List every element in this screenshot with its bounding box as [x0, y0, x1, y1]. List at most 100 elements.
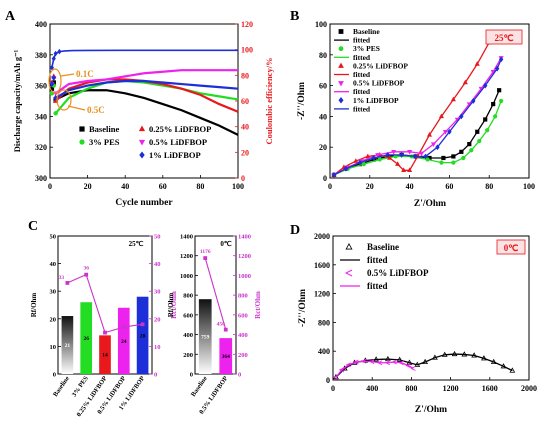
data-point-b	[485, 128, 490, 133]
plot-frame-b	[329, 23, 530, 179]
y-tick-label-a: 300	[35, 174, 47, 183]
ce-point-a	[57, 48, 62, 55]
data-point-d	[422, 358, 428, 365]
data-point-b	[499, 98, 504, 104]
legend-label-b: fitted	[353, 53, 371, 62]
legend-marker-b	[338, 97, 344, 104]
bar-c	[198, 299, 212, 374]
data-point-d	[384, 360, 391, 366]
y-tick-label-c: 0	[190, 372, 193, 379]
series-line-a	[54, 79, 239, 115]
y2-tick-label-c: 40	[154, 261, 161, 268]
data-point-b	[391, 150, 397, 155]
first-cycle-point-a	[49, 81, 55, 88]
y2-tick-label-a: 0	[241, 174, 245, 183]
rct-value-label-c: 450	[217, 322, 226, 328]
legend-label-b: fitted	[353, 87, 371, 96]
y-axis-label-d: -Z''/Ohm	[298, 289, 308, 327]
y-tick-label-c: 1200	[180, 253, 193, 260]
data-point-d	[481, 355, 487, 361]
bar-value-label-c: 759	[201, 335, 210, 341]
rct-point-c	[65, 281, 70, 285]
series-line-a	[55, 79, 239, 99]
data-point-d	[451, 350, 458, 357]
rct-point-c	[84, 272, 89, 277]
data-point-b	[462, 79, 468, 85]
data-point-b	[442, 130, 448, 135]
data-point-d	[490, 358, 497, 365]
y-axis-label-c: Rf/Ohm	[167, 293, 175, 318]
y-tick-label-a: 340	[35, 112, 47, 121]
x-axis-label-b: Z'/Ohm	[414, 199, 446, 209]
bar-c	[219, 338, 233, 374]
data-point-b	[471, 98, 476, 104]
y-tick-label-c: 1400	[180, 234, 193, 241]
y-tick-label-c: 0	[53, 372, 56, 379]
y-ticks-a: 300 320 340 360 380 400	[35, 20, 53, 183]
data-point-d	[471, 352, 477, 358]
ce-point-a	[49, 64, 54, 71]
data-point-d	[509, 367, 516, 373]
fitted-line-b	[333, 42, 490, 176]
y-tick-label-b: 80	[319, 51, 327, 60]
data-point-b	[343, 165, 349, 172]
legend-label-a: 0.25% LiDFBOP	[149, 124, 211, 134]
data-point-d	[391, 359, 397, 365]
x-tick-label-d: 800	[405, 384, 417, 393]
annotations-a: 0.1C 0.5C	[48, 68, 105, 115]
bar-value-label-c: 26	[83, 336, 89, 342]
series-group-a	[49, 48, 239, 136]
temperature-label-b: 25℃	[494, 33, 513, 43]
x-tick-label-d: 2000	[521, 384, 537, 393]
data-point-b	[426, 132, 433, 137]
panel-d: D 0 400 800 1200 1600 2000 0 400 800 1200 1600 200…	[290, 223, 537, 415]
legend-label-d: Baseline	[367, 242, 399, 252]
legend-marker-b	[338, 62, 344, 68]
ce-point-a	[51, 55, 56, 62]
legend-marker-a	[138, 139, 146, 146]
y2-tick-label-c: 600	[238, 312, 248, 319]
legend-marker-d	[345, 243, 353, 250]
y2-tick-label-c: 1200	[238, 253, 251, 260]
data-point-b	[353, 158, 359, 163]
x-ticks-d: 0 400 800 1200 1600 2000	[331, 377, 537, 393]
data-point-b	[493, 114, 498, 119]
legend-label-b: 3% PES	[353, 44, 380, 53]
rct-point-c	[103, 330, 107, 335]
bar-c	[117, 307, 130, 374]
x-tick-label-a: 80	[196, 182, 204, 191]
data-point-d	[500, 363, 507, 369]
data-point-d	[369, 359, 375, 365]
data-point-b	[459, 113, 464, 120]
data-point-d	[373, 356, 379, 362]
data-point-b	[474, 61, 480, 66]
data-point-b	[377, 157, 382, 162]
data-point-d	[345, 362, 351, 368]
legend-marker-a	[79, 139, 85, 145]
y2-tick-label-c: 0	[154, 372, 157, 379]
legend-label-d: fitted	[367, 281, 388, 291]
temperature-box-b	[485, 29, 523, 45]
legend-marker-b	[338, 29, 344, 34]
data-point-b	[375, 153, 381, 158]
data-point-b	[451, 154, 456, 159]
x-tick-label-d: 0	[331, 384, 335, 393]
data-point-b	[461, 155, 466, 161]
data-point-d	[385, 355, 391, 362]
data-point-b	[475, 129, 480, 134]
y2-tick-label-c: 50	[154, 234, 161, 241]
data-point-d	[410, 366, 416, 371]
temperature-box-d	[496, 239, 526, 255]
legend-label-a: 0.5% LiDFBOP	[149, 137, 207, 147]
rct-point-c	[203, 256, 208, 260]
y-tick-label-c: 200	[183, 352, 193, 359]
y2-tick-label-c: 30	[154, 289, 161, 296]
bar-value-label-c: 28	[140, 333, 146, 339]
data-point-b	[407, 150, 413, 155]
legend-label-a: 1% LiDFBOP	[149, 150, 201, 160]
rct-value-label-c: 36	[83, 266, 89, 272]
data-point-b	[365, 153, 371, 159]
legend-a: Baseline 3% PES 0.25% LiDFBOP 0.5% LiDFBOP 1…	[79, 124, 211, 160]
y-tick-label-c: 30	[50, 289, 57, 296]
fitted-line-b	[333, 89, 500, 176]
